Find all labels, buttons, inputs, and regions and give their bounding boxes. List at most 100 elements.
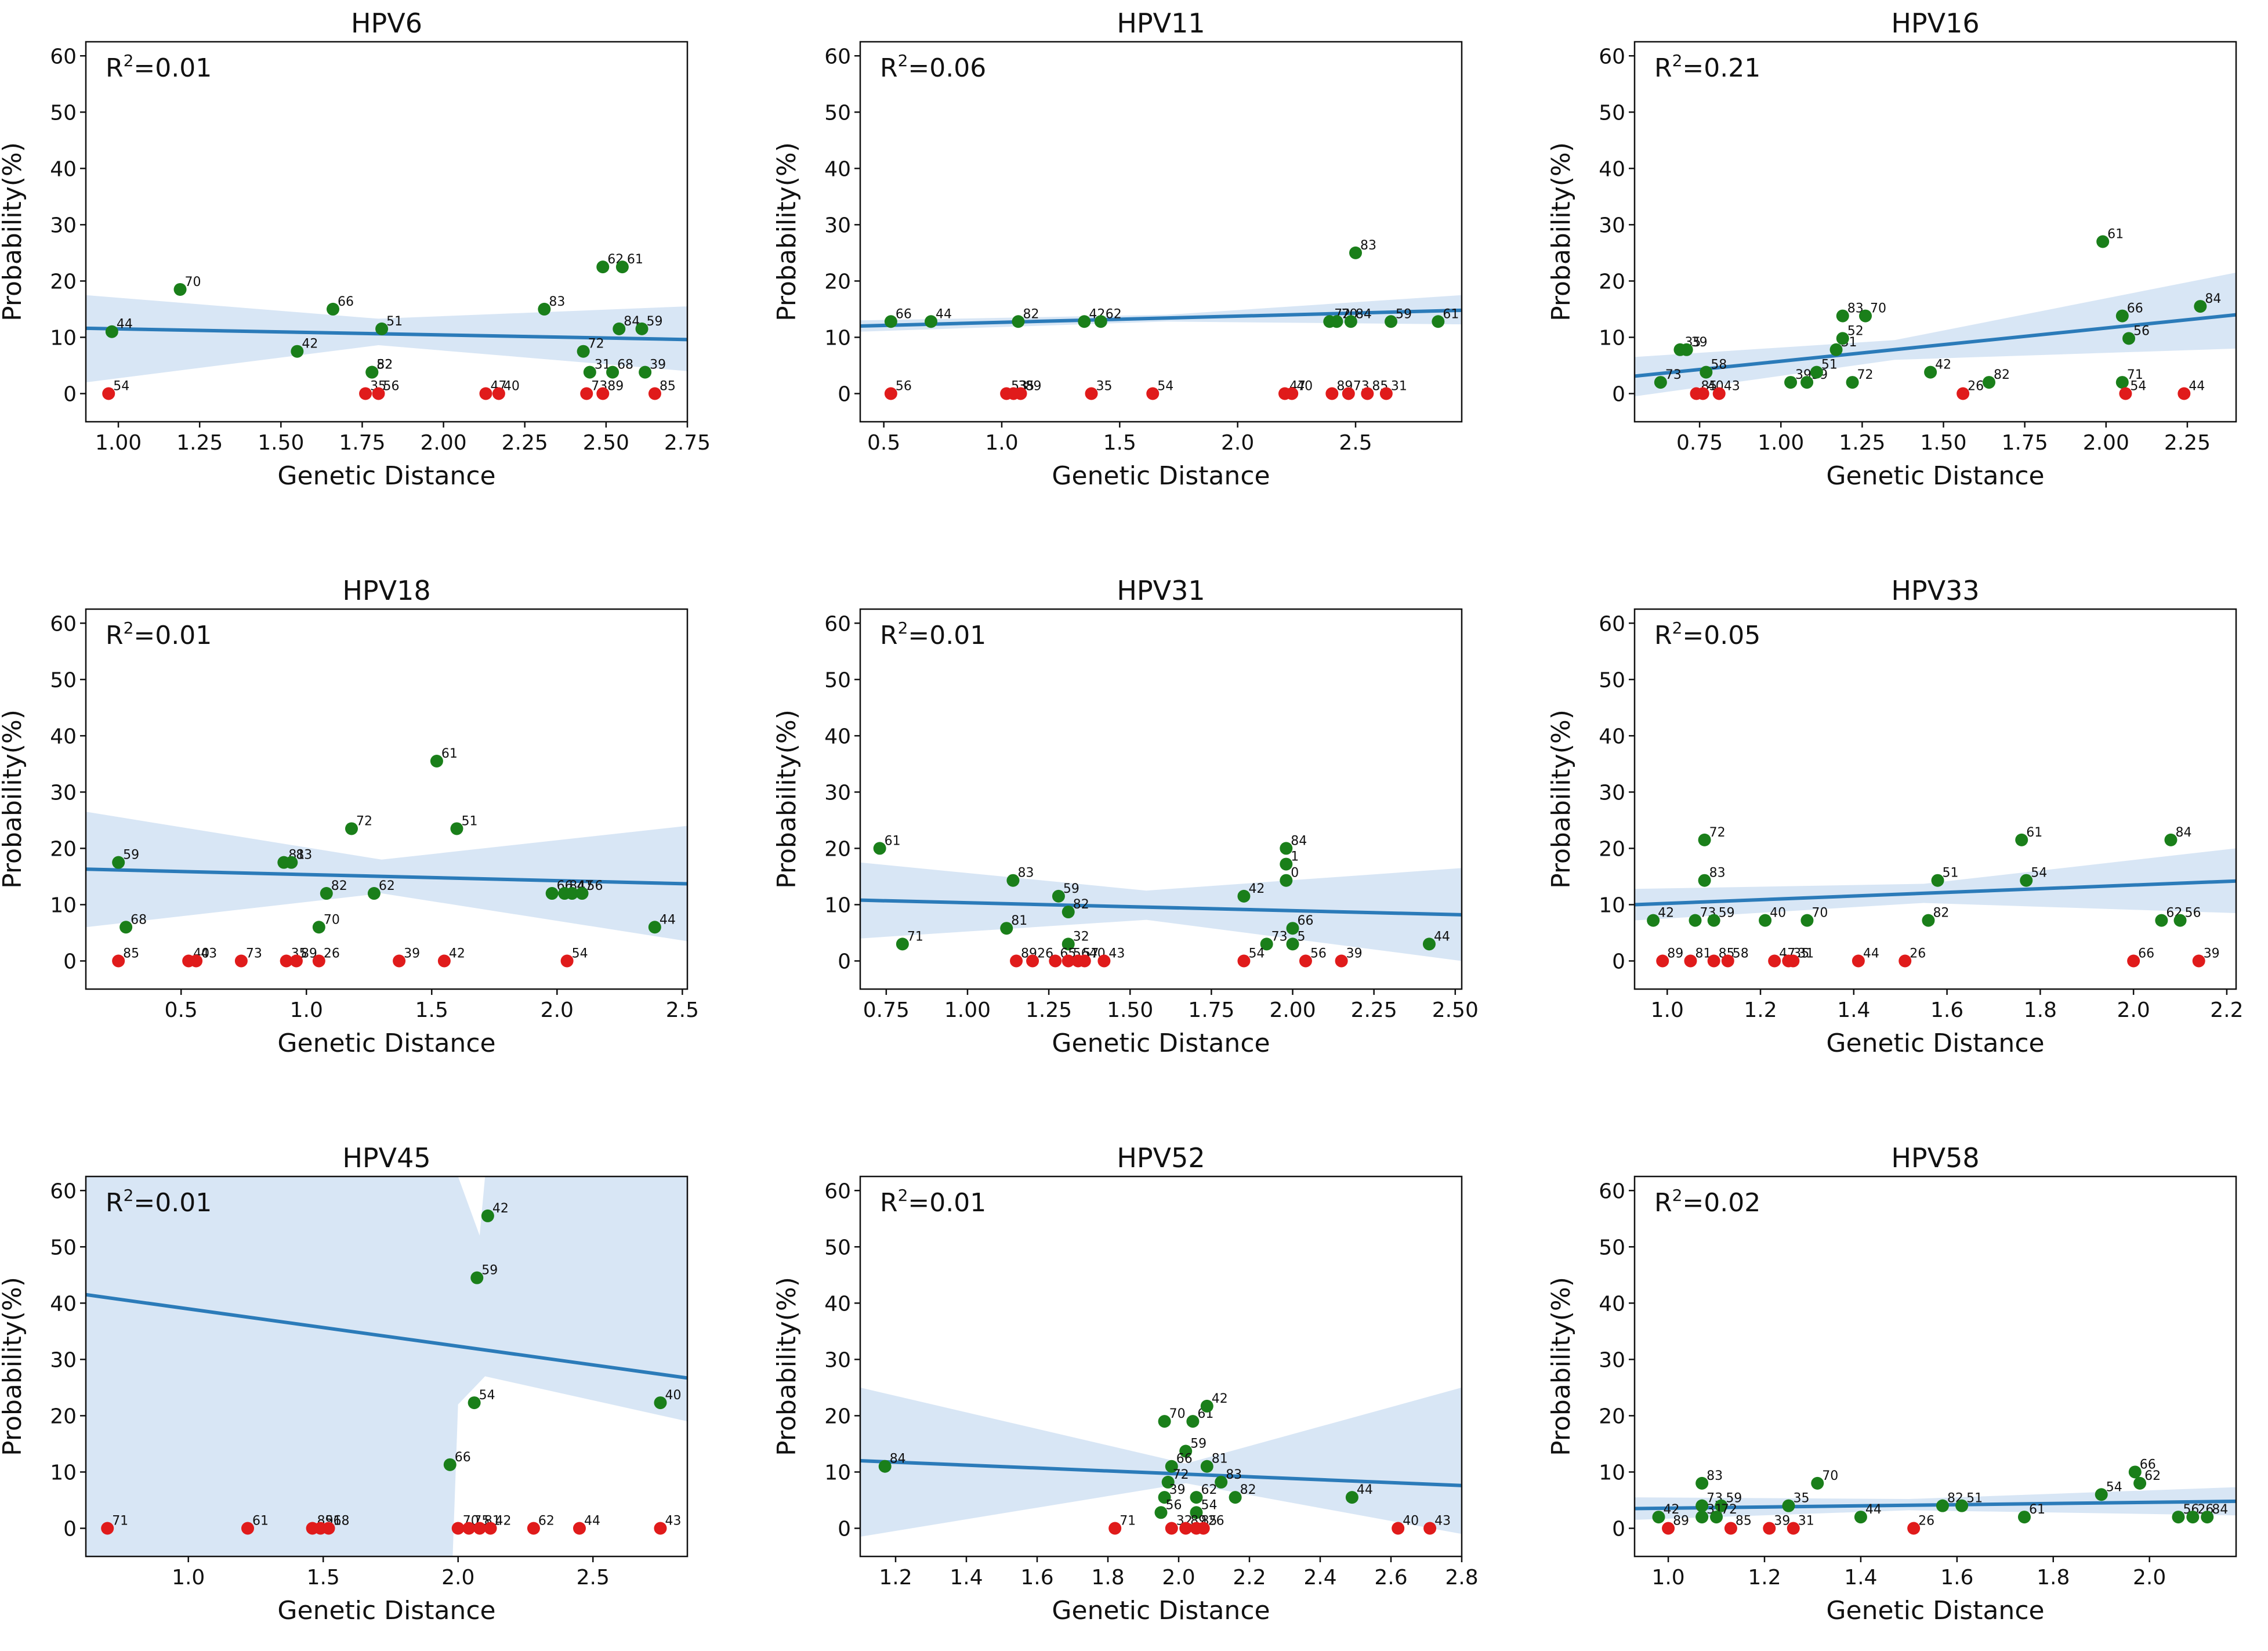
data-point-red [1097,954,1111,968]
axes-frame [85,41,689,423]
x-tick-label: 1.50 [1107,998,1153,1022]
data-point-red [473,1522,486,1535]
data-point-red [1712,387,1726,400]
regression-line [86,326,687,342]
data-point-green [1811,1476,1824,1490]
point-label: 5 [1298,929,1306,944]
data-point-red [1014,387,1027,400]
y-tick-label: 30 [1599,781,1625,805]
point-label: 35 [1096,379,1113,393]
data-point-green [2096,235,2110,248]
point-label: 73 [1665,368,1682,382]
y-tick-label: 50 [50,1236,77,1259]
point-label: 62 [538,1514,555,1528]
point-label: 39 [404,946,420,961]
data-point-red [1721,954,1734,968]
point-label: 40 [665,1388,681,1403]
point-label: 71 [1119,1514,1136,1528]
x-axis-label: Genetic Distance [1826,1596,2044,1625]
x-tick-label: 2.2 [2210,998,2243,1022]
y-tick-label: 50 [1599,668,1625,692]
data-point-green [1854,1511,1867,1524]
data-point-red [1907,1522,1921,1535]
x-tick-label: 1.8 [2024,998,2057,1022]
data-point-green [1061,937,1075,951]
y-tick-label: 10 [1599,893,1625,917]
x-tick-label: 2.00 [2083,431,2129,455]
data-point-green [1158,1415,1171,1428]
axes-frame [1633,608,2237,990]
data-point-green [105,325,118,338]
data-point-green [1654,376,1667,389]
point-label: 72 [1857,368,1874,382]
data-point-green [1330,315,1343,328]
axes-frame [85,608,689,990]
data-point-red [1325,387,1339,400]
point-label: 66 [2127,302,2143,316]
data-point-green [1698,874,1711,887]
point-label: 39 [1346,946,1363,961]
data-point-red [1361,387,1374,400]
data-point-green [1689,914,1702,927]
point-label: 70 [1870,302,1886,316]
point-label: 61 [441,747,458,761]
data-point-red [596,387,610,400]
regression-line [860,1459,1462,1487]
data-point-green [1836,309,1849,323]
data-point-red [190,954,203,968]
data-point-green [2115,376,2129,389]
data-point-green [1190,1491,1203,1504]
data-point-red [884,387,897,400]
y-tick-label: 40 [1599,157,1625,181]
x-tick-label: 1.75 [1188,998,1234,1022]
y-tick-label: 50 [50,101,77,125]
y-tick-label: 50 [824,1236,851,1259]
point-label: 42 [1658,906,1674,921]
point-label: 89 [1667,946,1683,961]
point-label: 44 [584,1514,600,1528]
y-tick-label: 60 [1599,45,1625,68]
data-point-red [1342,387,1355,400]
x-tick-label: 2.6 [1374,1566,1407,1590]
data-point-green [1810,365,1823,379]
x-axis-label: Genetic Distance [1826,1029,2044,1058]
data-point-green [1936,1499,1949,1512]
r-squared-label: R2=0.05 [1654,618,1760,650]
point-label: 52 [1847,324,1864,338]
data-point-green [2020,874,2033,887]
data-point-green [443,1458,457,1471]
point-label: 83 [1360,238,1376,253]
data-point-red [1787,954,1800,968]
data-point-green [468,1396,481,1410]
point-label: 83 [1017,866,1034,881]
x-tick-label: 2.0 [441,1566,474,1590]
y-axis-label: Probability(%) [0,709,27,889]
point-label: 26 [1968,379,1984,393]
point-label: 51 [461,814,477,828]
point-label: 42 [1248,882,1265,896]
data-point-green [1982,376,1995,389]
data-point-green [119,921,133,934]
data-point-red [2178,387,2191,400]
point-label: 72 [356,814,372,828]
point-label: 52 [376,358,393,372]
data-point-red [462,1522,476,1535]
data-point-green [1922,914,1935,927]
x-tick-label: 2.2 [1233,1566,1266,1590]
data-point-red [484,1522,497,1535]
y-tick-label: 0 [1612,1517,1625,1541]
y-axis-label: Probability(%) [1546,1277,1576,1456]
x-tick-label: 2.5 [666,998,699,1022]
y-tick-label: 10 [824,326,851,350]
panel-title: HPV33 [1891,575,1979,606]
data-point-green [1698,833,1711,846]
x-tick-label: 2.0 [2117,998,2150,1022]
panel-title: HPV18 [342,575,430,606]
point-label: 44 [1865,1502,1882,1517]
point-label: 42 [492,1201,509,1216]
data-point-red [580,387,593,400]
y-tick-label: 50 [50,668,77,692]
